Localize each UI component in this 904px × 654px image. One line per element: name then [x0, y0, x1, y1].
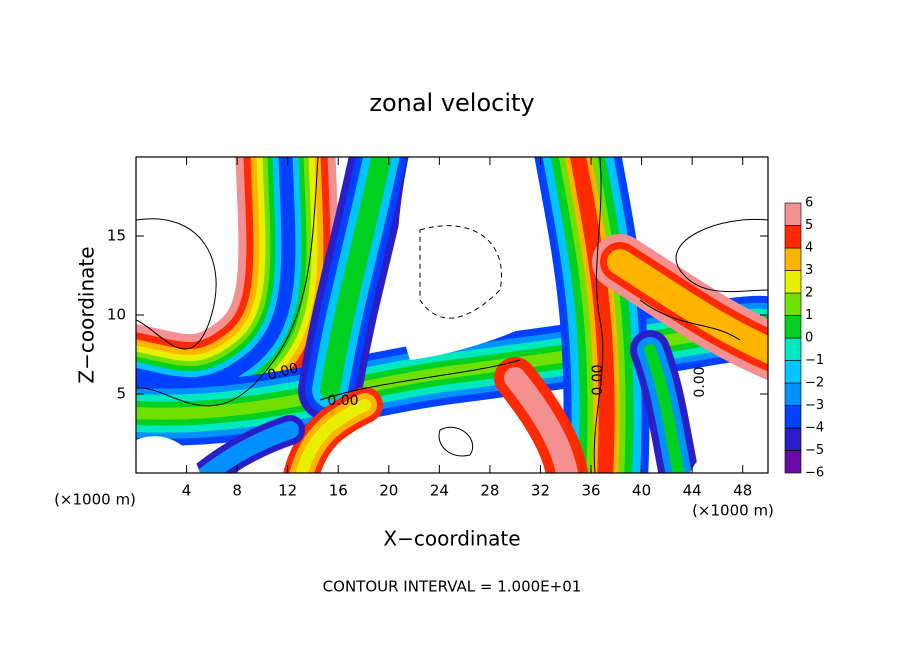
x-tick-label: 4 — [182, 482, 192, 500]
x-tick-label: 24 — [430, 482, 449, 500]
colorbar-label: 5 — [805, 218, 813, 233]
x-tick-label: 48 — [733, 482, 752, 500]
contour-line — [438, 426, 474, 457]
contour-fill — [136, 157, 296, 392]
x-unit-label: (×1000 m) — [692, 502, 774, 520]
x-tick-label: 28 — [480, 482, 499, 500]
contour-fill — [644, 344, 685, 473]
contour-line — [639, 299, 741, 341]
contour-fill — [320, 157, 392, 400]
x-tick-label: 44 — [683, 482, 702, 500]
colorbar-label: 4 — [805, 241, 813, 256]
contour-fill — [295, 399, 371, 473]
x-tick-label: 32 — [531, 482, 550, 500]
y-tick-label: 15 — [107, 227, 126, 245]
colorbar-cell — [784, 450, 802, 474]
colorbar-cell — [784, 225, 802, 249]
x-tick-label: 16 — [329, 482, 348, 500]
colorbar-cell — [784, 427, 802, 451]
colorbar-label: −6 — [805, 466, 824, 481]
x-tick-label: 8 — [232, 482, 242, 500]
colorbar-label: −4 — [805, 421, 824, 436]
x-tick-label: 36 — [581, 482, 600, 500]
colorbar-cell — [784, 292, 802, 316]
chart-title: zonal velocity — [369, 89, 534, 117]
contour-fill — [504, 367, 579, 473]
zero-region — [396, 157, 544, 360]
contour-label: 0.00 — [266, 360, 300, 384]
colorbar-label: −1 — [805, 353, 824, 368]
colorbar-cell — [784, 315, 802, 339]
colorbar-cell — [784, 360, 802, 384]
colorbar-cell — [784, 405, 802, 429]
x-tick-label: 20 — [379, 482, 398, 500]
contour-line — [593, 157, 604, 473]
y-axis-label: Z−coordinate — [75, 246, 99, 383]
colorbar-cell — [784, 270, 802, 294]
contour-label: 0.00 — [590, 364, 606, 395]
contour-field — [136, 157, 768, 473]
x-axis-label: X−coordinate — [383, 527, 520, 551]
contour-line — [319, 359, 521, 401]
colorbar-label: 3 — [805, 263, 813, 278]
zero-region — [690, 425, 768, 473]
colorbar-cell — [784, 247, 802, 271]
contour-line — [675, 218, 768, 293]
colorbar-cell — [784, 202, 802, 226]
y-tick-label: 10 — [107, 306, 126, 324]
zero-region — [380, 421, 542, 473]
colorbar-label: −2 — [805, 376, 824, 391]
footer: CONTOUR INTERVAL = 1.000E+01 — [323, 578, 582, 596]
colorbar-label: 2 — [805, 286, 813, 301]
contour-line — [136, 157, 319, 407]
colorbar-label: 6 — [805, 196, 813, 211]
colorbar-cell — [784, 382, 802, 406]
contour-fill — [607, 249, 768, 364]
contour-label: 0.00 — [327, 393, 358, 409]
x-tick-label: 12 — [278, 482, 297, 500]
zero-region — [136, 436, 200, 473]
y-tick-label: 5 — [116, 385, 126, 403]
colorbar-label: −5 — [805, 443, 824, 458]
contour-fill — [569, 157, 615, 473]
x-tick-label: 40 — [632, 482, 651, 500]
contour-label: 0.00 — [692, 366, 708, 397]
x-unit-label: (×1000 m) — [54, 491, 136, 509]
colorbar-label: −3 — [805, 398, 824, 413]
colorbar-label: 1 — [805, 308, 813, 323]
colorbar-cell — [784, 337, 802, 361]
colorbar-label: 0 — [805, 331, 813, 346]
contour-line — [136, 218, 217, 350]
